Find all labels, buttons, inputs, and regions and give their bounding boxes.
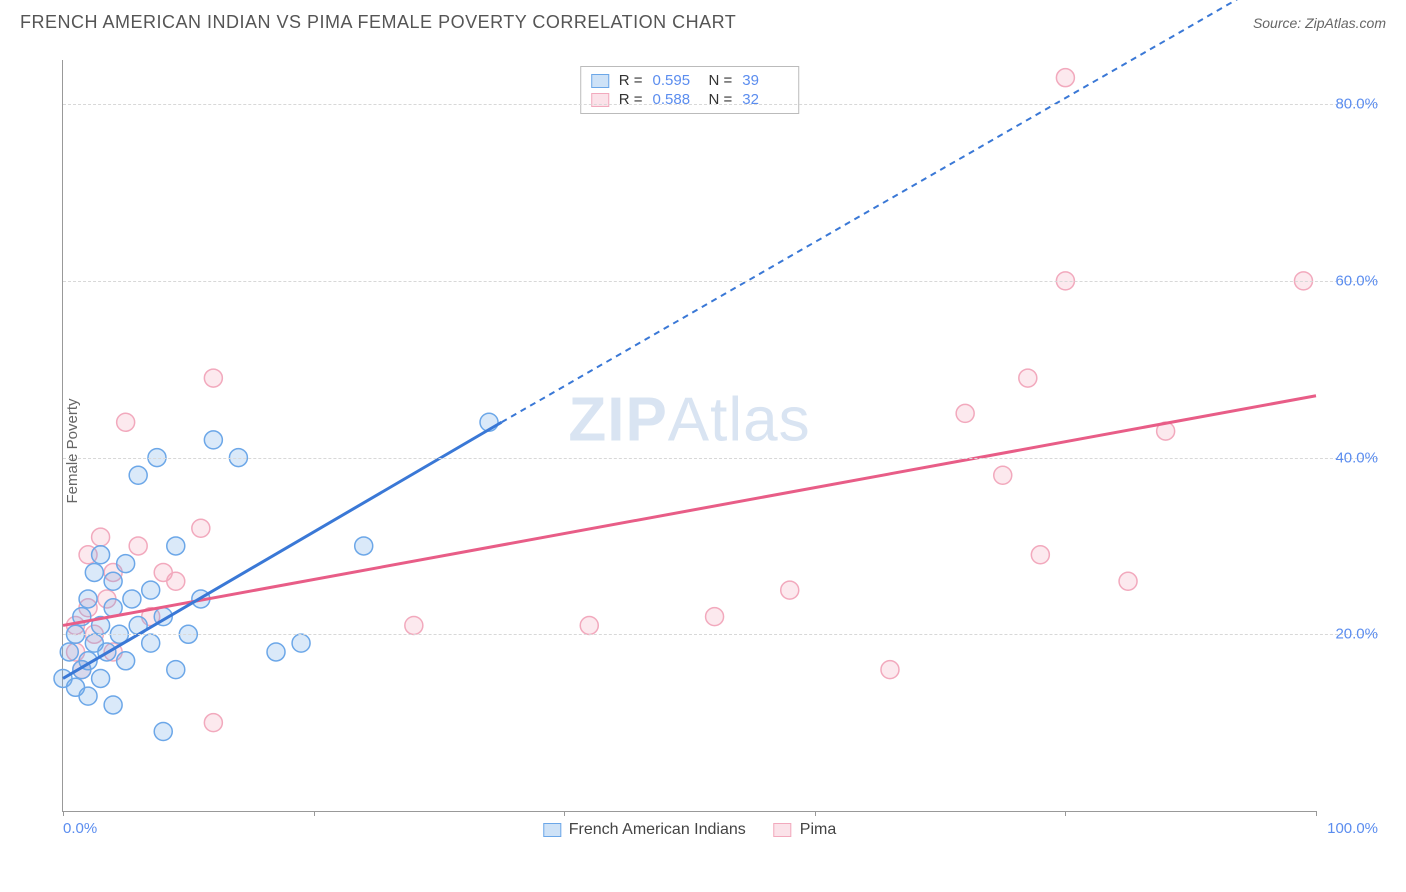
gridline [63,458,1378,459]
data-point [204,431,222,449]
r-label: R = [619,72,643,89]
source-label: Source: ZipAtlas.com [1253,15,1386,31]
data-point [167,661,185,679]
x-axis-min-label: 0.0% [63,820,97,837]
data-point [580,616,598,634]
r-value-1: 0.595 [653,72,699,89]
data-point [781,581,799,599]
data-point [129,537,147,555]
data-point [154,722,172,740]
data-point [1019,369,1037,387]
data-point [1119,572,1137,590]
data-point [405,616,423,634]
data-point [292,634,310,652]
legend-row-series-1: R = 0.595 N = 39 [591,71,789,90]
data-point [104,696,122,714]
data-point [167,572,185,590]
data-point [192,519,210,537]
data-point [104,572,122,590]
data-point [881,661,899,679]
plot-svg [63,60,1316,811]
data-point [92,528,110,546]
x-tick-mark [564,811,565,816]
x-tick-mark [63,811,64,816]
data-point [123,590,141,608]
legend-row-series-2: R = 0.588 N = 32 [591,90,789,109]
data-point [167,537,185,555]
data-point [1056,69,1074,87]
data-point [355,537,373,555]
data-point [117,652,135,670]
x-tick-mark [314,811,315,816]
y-tick-label: 60.0% [1335,272,1378,289]
r-value-2: 0.588 [653,91,699,108]
n-label: N = [709,72,733,89]
data-point [79,687,97,705]
x-tick-mark [1065,811,1066,816]
data-point [994,466,1012,484]
swatch-series-1 [591,74,609,88]
data-point [129,466,147,484]
chart-title: FRENCH AMERICAN INDIAN VS PIMA FEMALE PO… [20,12,736,33]
y-tick-label: 80.0% [1335,96,1378,113]
data-point [267,643,285,661]
trend-line-fai-dashed [502,0,1316,422]
trend-line-fai-solid [63,422,502,678]
data-point [142,634,160,652]
data-point [204,714,222,732]
y-tick-label: 20.0% [1335,626,1378,643]
x-tick-mark [815,811,816,816]
n-value-2: 32 [742,91,788,108]
x-axis-max-label: 100.0% [1327,820,1378,837]
data-point [706,608,724,626]
data-point [79,590,97,608]
data-point [85,563,103,581]
data-point [60,643,78,661]
y-tick-label: 40.0% [1335,449,1378,466]
swatch-bottom-1 [543,823,561,837]
data-point [956,404,974,422]
r-label: R = [619,91,643,108]
correlation-legend: R = 0.595 N = 39 R = 0.588 N = 32 [580,66,800,114]
legend-item-1: French American Indians [543,821,746,839]
n-label: N = [709,91,733,108]
gridline [63,281,1378,282]
gridline [63,634,1378,635]
chart-area: Female Poverty ZIPAtlas R = 0.595 N = 39… [48,60,1386,842]
x-tick-mark [1316,811,1317,816]
data-point [204,369,222,387]
data-point [117,555,135,573]
data-point [92,546,110,564]
legend-label-2: Pima [800,821,836,839]
series-legend: French American Indians Pima [543,821,836,839]
data-point [142,581,160,599]
plot-region: ZIPAtlas R = 0.595 N = 39 R = 0.588 N = … [62,60,1316,812]
gridline [63,104,1378,105]
n-value-1: 39 [742,72,788,89]
data-point [1031,546,1049,564]
swatch-bottom-2 [774,823,792,837]
legend-item-2: Pima [774,821,836,839]
legend-label-1: French American Indians [569,821,746,839]
data-point [92,669,110,687]
data-point [117,413,135,431]
